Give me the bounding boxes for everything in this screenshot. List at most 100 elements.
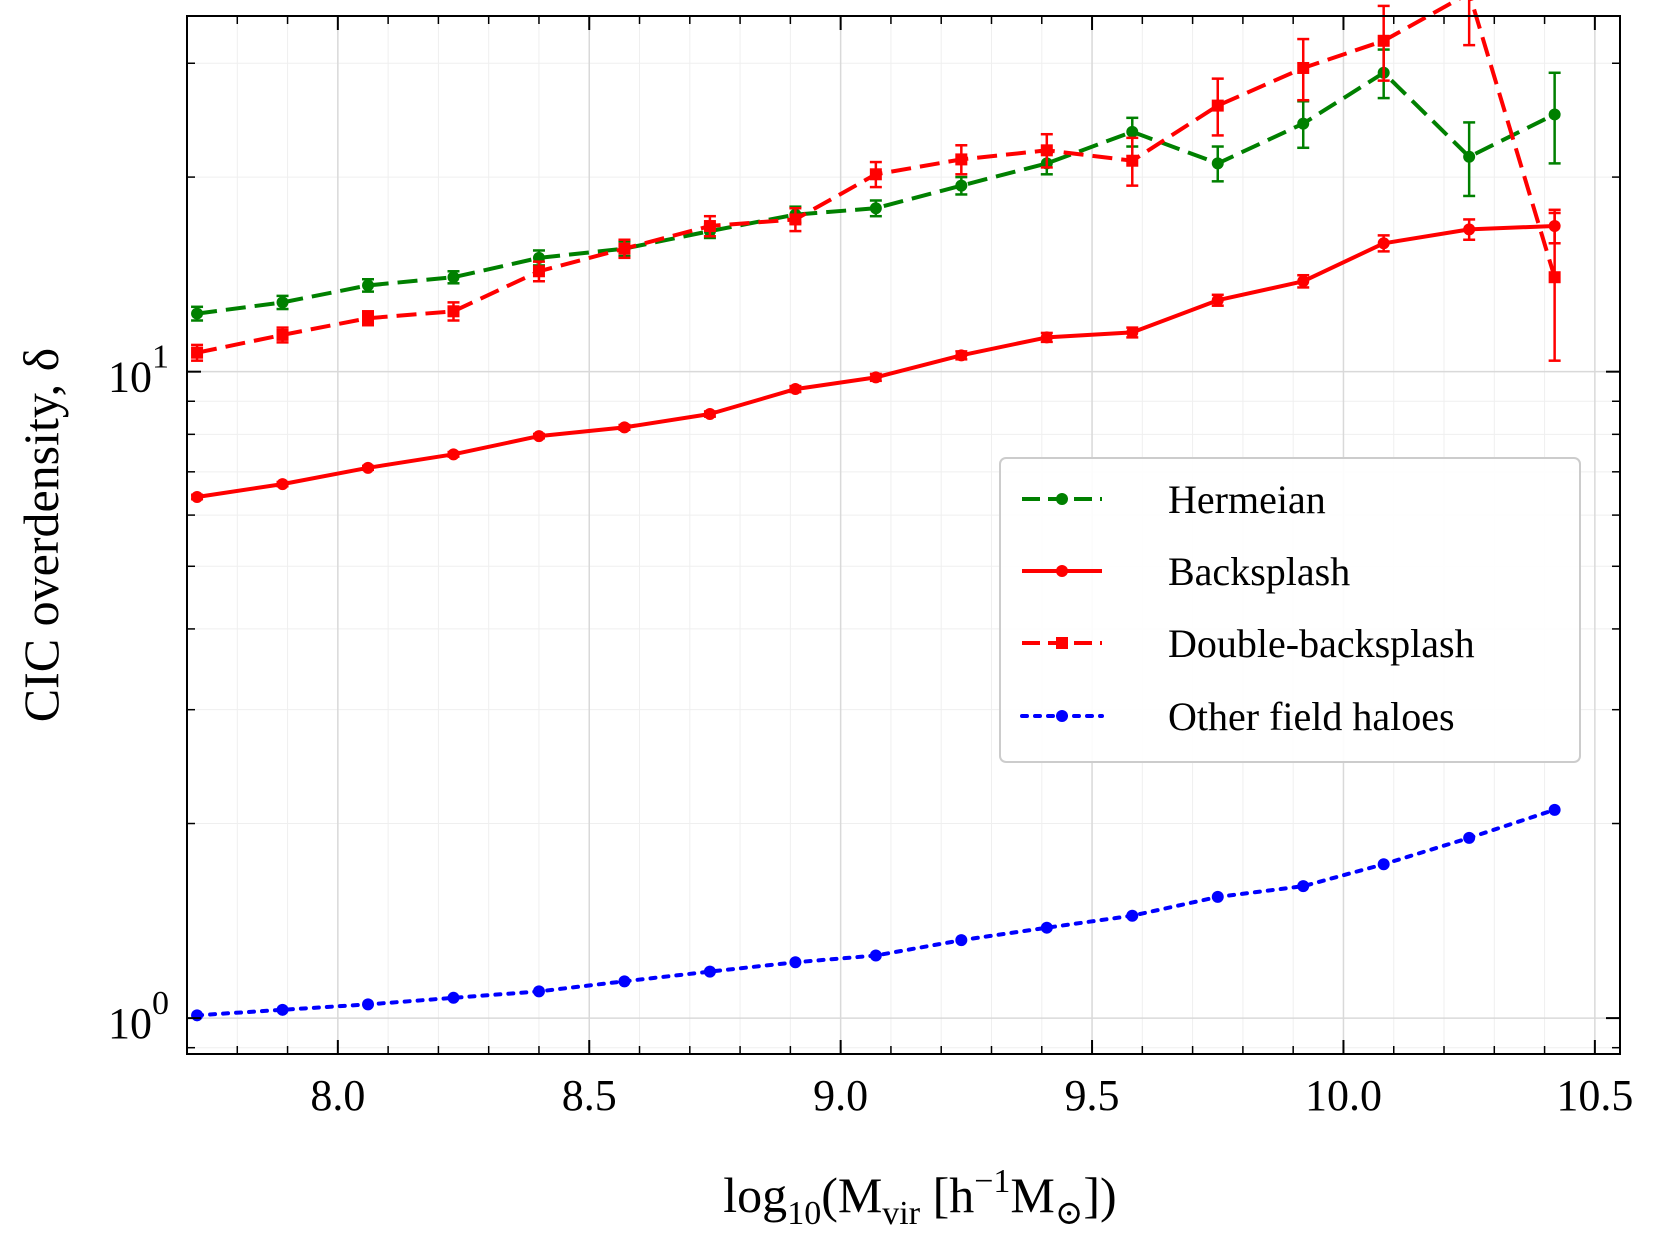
- data-point: [1463, 150, 1476, 163]
- x-tick-labels: 8.0 8.5 9.0 9.5 10.0 10.5: [310, 1071, 1633, 1120]
- data-point: [362, 461, 375, 474]
- x-label-unit-mass-sub: ⊙: [1055, 1195, 1084, 1232]
- data-point: [618, 975, 631, 988]
- data-point: [789, 956, 802, 969]
- data-point: [1548, 803, 1561, 816]
- x-label-prefix: log: [723, 1167, 787, 1223]
- legend-marker: [1056, 493, 1068, 505]
- legend-marker: [1056, 565, 1068, 577]
- data-point: [532, 985, 545, 998]
- data-point: [1126, 326, 1139, 339]
- x-tick-label: 10.5: [1556, 1071, 1633, 1120]
- y-tick-label-base: 10: [108, 999, 152, 1048]
- data-point: [1297, 61, 1310, 74]
- data-point: [1297, 275, 1310, 288]
- y-tick-label: 101: [108, 339, 169, 402]
- x-tick-label: 8.0: [310, 1071, 365, 1120]
- legend-item-other-field-haloes: Other field haloes: [1020, 694, 1455, 739]
- y-tick-label-exponent: 1: [152, 339, 169, 376]
- data-point: [1377, 858, 1390, 871]
- series-double-backsplash: [191, 0, 1561, 362]
- data-point: [447, 271, 460, 284]
- legend-item-double-backsplash: Double-backsplash: [1022, 621, 1475, 666]
- y-tick-label-exponent: 0: [152, 985, 169, 1022]
- data-point: [789, 383, 802, 396]
- data-point: [276, 478, 289, 491]
- legend-item-backsplash: Backsplash: [1022, 549, 1350, 594]
- x-tick-label: 9.5: [1065, 1071, 1120, 1120]
- x-label-close: ]): [1083, 1167, 1116, 1223]
- data-point: [1211, 99, 1224, 112]
- data-point: [1040, 331, 1053, 344]
- data-point: [1126, 154, 1139, 167]
- x-label-open: (M: [821, 1167, 882, 1223]
- data-point: [1211, 157, 1224, 170]
- legend-label: Backsplash: [1168, 549, 1350, 594]
- data-point: [955, 179, 968, 192]
- data-point: [447, 448, 460, 461]
- data-point: [955, 349, 968, 362]
- data-point: [1297, 117, 1310, 130]
- legend-marker: [1056, 710, 1068, 722]
- series-layer: [191, 0, 1561, 1022]
- data-point: [1126, 125, 1139, 138]
- data-point: [191, 307, 204, 320]
- data-point: [869, 371, 882, 384]
- data-point: [1211, 294, 1224, 307]
- data-point: [618, 421, 631, 434]
- data-point: [276, 296, 289, 309]
- legend-label: Hermeian: [1168, 477, 1326, 522]
- data-point: [955, 153, 968, 166]
- data-point: [869, 202, 882, 215]
- legend-entries: Hermeian Backsplash Double-backsplash Other…: [1020, 477, 1475, 739]
- data-point: [703, 220, 716, 233]
- x-label-mass-sub: vir: [882, 1195, 920, 1232]
- data-point: [1040, 921, 1053, 934]
- series-line-hermeian: [196, 70, 1556, 316]
- x-label-unit-mass: M: [1010, 1167, 1054, 1223]
- data-point: [869, 949, 882, 962]
- x-tick-label: 8.5: [562, 1071, 617, 1120]
- data-point: [447, 305, 460, 318]
- data-point: [362, 312, 375, 325]
- data-point: [276, 1003, 289, 1016]
- data-point: [1548, 271, 1561, 284]
- x-label-prefix-sub: 10: [787, 1195, 821, 1232]
- x-tick-label: 10.0: [1305, 1071, 1382, 1120]
- legend-marker: [1056, 637, 1068, 649]
- plot-frame: [186, 15, 1621, 1055]
- legend: Hermeian Backsplash Double-backsplash Other…: [999, 457, 1581, 763]
- x-label-unit-open: [h: [920, 1167, 974, 1223]
- data-point: [1211, 890, 1224, 903]
- data-point: [532, 430, 545, 443]
- y-tick-label: 100: [108, 985, 169, 1048]
- data-point: [1126, 909, 1139, 922]
- data-point: [703, 408, 716, 421]
- data-point: [789, 213, 802, 226]
- data-point: [362, 998, 375, 1011]
- data-point: [276, 328, 289, 341]
- data-point: [1377, 34, 1390, 47]
- data-point: [532, 265, 545, 278]
- axis-ticks: [186, 16, 1620, 1054]
- legend-box: [999, 457, 1581, 763]
- data-point: [955, 934, 968, 947]
- legend-label: Other field haloes: [1168, 694, 1455, 739]
- data-point: [191, 346, 204, 359]
- data-point: [1548, 108, 1561, 121]
- data-point: [703, 965, 716, 978]
- legend-label: Double-backsplash: [1168, 621, 1475, 666]
- data-point: [1040, 144, 1053, 157]
- data-point: [618, 242, 631, 255]
- data-point: [1297, 880, 1310, 893]
- y-axis-label: CIC overdensity, δ: [13, 348, 69, 722]
- y-tick-label-base: 10: [108, 353, 152, 402]
- data-point: [191, 1009, 204, 1022]
- data-point: [447, 991, 460, 1004]
- legend-item-hermeian: Hermeian: [1022, 477, 1326, 522]
- x-tick-label: 9.0: [813, 1071, 868, 1120]
- data-point: [1377, 237, 1390, 250]
- data-point: [1463, 831, 1476, 844]
